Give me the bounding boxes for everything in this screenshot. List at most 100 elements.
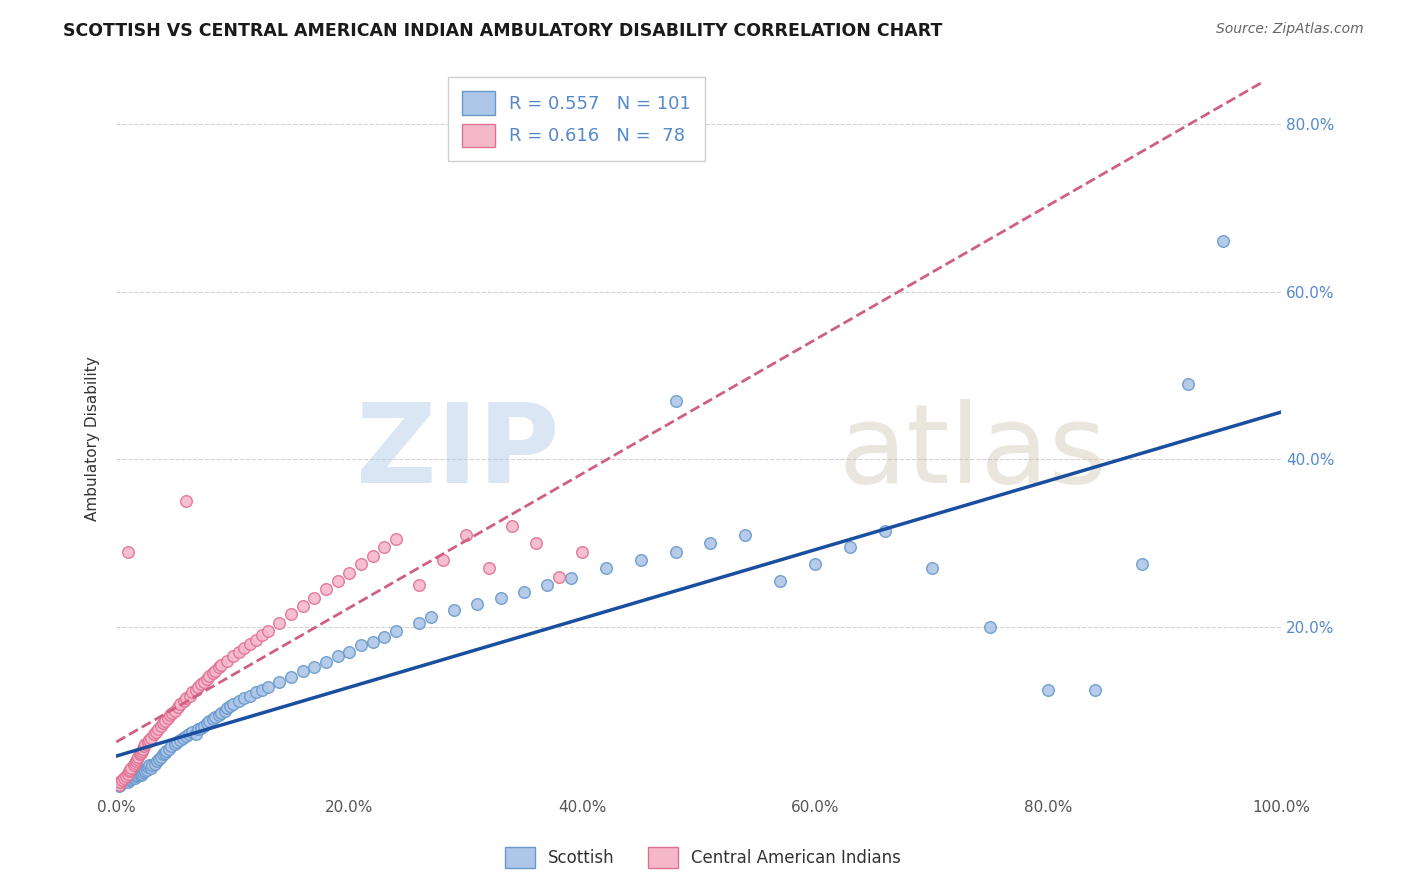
Point bbox=[195, 716, 218, 731]
Point bbox=[134, 739, 156, 753]
Point bbox=[664, 393, 686, 408]
Point bbox=[148, 752, 170, 766]
Point bbox=[222, 697, 245, 711]
Point bbox=[128, 764, 150, 779]
Point bbox=[921, 561, 943, 575]
Point bbox=[112, 772, 135, 787]
Point bbox=[215, 701, 238, 715]
Point bbox=[173, 694, 195, 708]
Point bbox=[664, 544, 686, 558]
Point bbox=[291, 664, 314, 678]
Point bbox=[875, 524, 897, 538]
Point bbox=[184, 682, 207, 697]
Point bbox=[269, 615, 291, 630]
Point bbox=[136, 760, 159, 774]
Point bbox=[142, 727, 165, 741]
Point bbox=[179, 689, 201, 703]
Point bbox=[145, 724, 167, 739]
Point bbox=[432, 553, 454, 567]
Point bbox=[159, 708, 181, 723]
Point bbox=[337, 645, 360, 659]
Point bbox=[467, 597, 489, 611]
Point bbox=[120, 770, 142, 784]
Text: ZIP: ZIP bbox=[356, 400, 560, 506]
Point bbox=[250, 682, 273, 697]
Point bbox=[152, 747, 174, 762]
Point bbox=[209, 657, 232, 672]
Point bbox=[734, 528, 756, 542]
Point bbox=[630, 553, 652, 567]
Point bbox=[124, 771, 146, 785]
Point bbox=[228, 645, 250, 659]
Point bbox=[1212, 235, 1234, 249]
Text: atlas: atlas bbox=[838, 400, 1107, 506]
Point bbox=[256, 624, 278, 639]
Point bbox=[193, 719, 215, 733]
Point bbox=[155, 746, 177, 760]
Point bbox=[548, 570, 571, 584]
Point bbox=[190, 677, 212, 691]
Point bbox=[108, 778, 131, 792]
Point bbox=[120, 761, 142, 775]
Point bbox=[769, 574, 792, 588]
Point bbox=[190, 721, 212, 735]
Point bbox=[204, 664, 226, 678]
Point bbox=[127, 750, 149, 764]
Point bbox=[1038, 682, 1060, 697]
Text: SCOTTISH VS CENTRAL AMERICAN INDIAN AMBULATORY DISABILITY CORRELATION CHART: SCOTTISH VS CENTRAL AMERICAN INDIAN AMBU… bbox=[63, 22, 942, 40]
Point bbox=[208, 660, 231, 674]
Point bbox=[121, 768, 143, 782]
Point bbox=[214, 704, 236, 718]
Point bbox=[125, 769, 148, 783]
Point bbox=[201, 712, 224, 726]
Point bbox=[443, 603, 465, 617]
Point bbox=[122, 758, 145, 772]
Text: Source: ZipAtlas.com: Source: ZipAtlas.com bbox=[1216, 22, 1364, 37]
Point bbox=[132, 765, 155, 780]
Point bbox=[187, 681, 209, 695]
Point bbox=[134, 764, 156, 779]
Point bbox=[110, 777, 132, 791]
Point bbox=[201, 666, 224, 681]
Point bbox=[373, 541, 395, 555]
Point bbox=[233, 640, 256, 655]
Point bbox=[155, 714, 177, 728]
Point bbox=[256, 681, 278, 695]
Point bbox=[160, 739, 183, 753]
Point bbox=[149, 750, 172, 764]
Point bbox=[195, 672, 218, 686]
Point bbox=[120, 763, 142, 777]
Point bbox=[111, 775, 134, 789]
Point bbox=[107, 780, 129, 794]
Point bbox=[149, 719, 172, 733]
Point bbox=[181, 685, 204, 699]
Point bbox=[169, 697, 191, 711]
Point bbox=[138, 758, 160, 772]
Point bbox=[172, 731, 194, 745]
Point bbox=[219, 698, 242, 713]
Point bbox=[136, 735, 159, 749]
Point bbox=[118, 773, 141, 788]
Point bbox=[245, 632, 267, 647]
Point bbox=[193, 674, 215, 689]
Point bbox=[699, 536, 721, 550]
Point bbox=[129, 768, 152, 782]
Point bbox=[315, 582, 337, 597]
Point bbox=[269, 674, 291, 689]
Point bbox=[117, 775, 139, 789]
Point bbox=[114, 769, 136, 783]
Point bbox=[115, 769, 138, 783]
Point bbox=[979, 620, 1001, 634]
Point bbox=[198, 714, 221, 728]
Point bbox=[454, 528, 477, 542]
Point bbox=[160, 706, 183, 720]
Point bbox=[1177, 376, 1199, 391]
Point bbox=[291, 599, 314, 613]
Point bbox=[571, 544, 593, 558]
Point bbox=[513, 584, 536, 599]
Point bbox=[138, 733, 160, 747]
Point bbox=[122, 766, 145, 780]
Point bbox=[560, 571, 582, 585]
Point bbox=[131, 766, 153, 780]
Point bbox=[134, 738, 156, 752]
